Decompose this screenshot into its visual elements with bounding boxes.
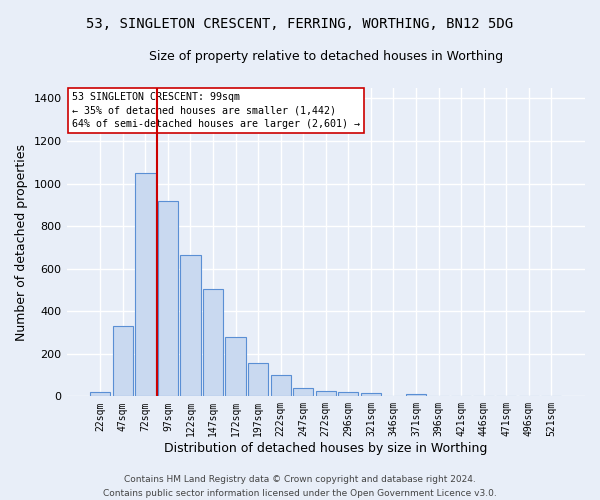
Bar bbox=[181, 255, 200, 396]
Bar bbox=[90, 392, 110, 396]
Bar bbox=[316, 391, 336, 396]
Y-axis label: Number of detached properties: Number of detached properties bbox=[15, 144, 28, 340]
Title: Size of property relative to detached houses in Worthing: Size of property relative to detached ho… bbox=[149, 50, 503, 63]
X-axis label: Distribution of detached houses by size in Worthing: Distribution of detached houses by size … bbox=[164, 442, 487, 455]
Bar bbox=[293, 388, 313, 396]
Bar bbox=[361, 393, 381, 396]
Text: 53 SINGLETON CRESCENT: 99sqm
← 35% of detached houses are smaller (1,442)
64% of: 53 SINGLETON CRESCENT: 99sqm ← 35% of de… bbox=[72, 92, 360, 129]
Bar bbox=[271, 375, 291, 396]
Bar bbox=[338, 392, 358, 396]
Bar bbox=[203, 289, 223, 397]
Bar bbox=[158, 200, 178, 396]
Bar bbox=[406, 394, 426, 396]
Bar bbox=[226, 337, 246, 396]
Text: Contains HM Land Registry data © Crown copyright and database right 2024.
Contai: Contains HM Land Registry data © Crown c… bbox=[103, 476, 497, 498]
Text: 53, SINGLETON CRESCENT, FERRING, WORTHING, BN12 5DG: 53, SINGLETON CRESCENT, FERRING, WORTHIN… bbox=[86, 18, 514, 32]
Bar bbox=[113, 326, 133, 396]
Bar bbox=[135, 173, 155, 396]
Bar bbox=[248, 364, 268, 396]
